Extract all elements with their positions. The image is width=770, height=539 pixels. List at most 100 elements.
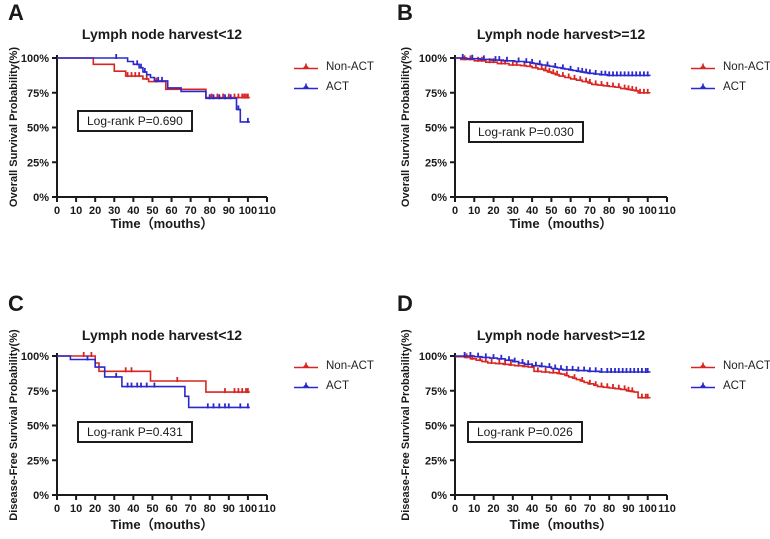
- nonact-line-marker-icon: [691, 63, 715, 70]
- svg-text:100: 100: [239, 503, 257, 515]
- svg-text:70: 70: [584, 503, 596, 515]
- svg-text:50%: 50%: [27, 421, 49, 433]
- svg-text:30: 30: [507, 205, 519, 217]
- legend-label: ACT: [326, 380, 349, 392]
- svg-text:90: 90: [223, 205, 235, 217]
- svg-text:60: 60: [165, 205, 177, 217]
- act-line-marker-icon: [294, 382, 318, 389]
- svg-text:40: 40: [127, 205, 139, 217]
- svg-text:60: 60: [165, 503, 177, 515]
- svg-text:40: 40: [127, 503, 139, 515]
- km-plot: 0% 25% 50% 75% 100% 0 10 20 30 40 50 60 70 80 90 100 110: [21, 53, 276, 217]
- logrank-annotation: Log-rank P=0.030: [468, 121, 584, 143]
- svg-text:70: 70: [185, 205, 197, 217]
- x-axis-label: Time（mouths）: [110, 216, 214, 231]
- act-line-marker-icon: [691, 83, 715, 90]
- svg-text:30: 30: [507, 503, 519, 515]
- legend-item-nonact: Non-ACT: [293, 359, 374, 373]
- svg-text:75%: 75%: [425, 386, 447, 398]
- svg-text:0%: 0%: [431, 490, 447, 502]
- legend-item-nonact: Non-ACT: [293, 60, 374, 74]
- svg-text:50: 50: [146, 503, 158, 515]
- svg-text:25%: 25%: [425, 157, 447, 169]
- svg-text:25%: 25%: [27, 157, 49, 169]
- chart-title: Lymph node harvest>=12: [476, 327, 646, 343]
- legend: Non-ACT ACT: [293, 359, 374, 393]
- x-axis-label: Time（mouths）: [110, 517, 214, 532]
- legend-label: ACT: [723, 81, 746, 93]
- legend: Non-ACT ACT: [690, 60, 770, 94]
- svg-text:90: 90: [223, 503, 235, 515]
- svg-text:110: 110: [258, 503, 276, 515]
- svg-text:110: 110: [258, 205, 276, 217]
- nonact-line-marker-icon: [294, 362, 318, 369]
- svg-text:80: 80: [204, 503, 216, 515]
- svg-text:30: 30: [108, 503, 120, 515]
- km-plot: 0% 25% 50% 75% 100% 0 10 20 30 40 50 60 70 80 90 100 110: [21, 351, 276, 515]
- legend-label: Non-ACT: [723, 360, 770, 372]
- svg-text:70: 70: [185, 503, 197, 515]
- svg-text:100%: 100%: [21, 53, 49, 65]
- svg-text:80: 80: [204, 205, 216, 217]
- legend-item-act: ACT: [293, 80, 374, 94]
- legend-label: Non-ACT: [326, 360, 374, 372]
- svg-text:0%: 0%: [33, 490, 49, 502]
- panel-letter: B: [397, 0, 413, 25]
- svg-text:100%: 100%: [21, 351, 49, 363]
- svg-text:20: 20: [89, 503, 101, 515]
- svg-text:60: 60: [565, 503, 577, 515]
- legend-item-act: ACT: [690, 379, 770, 393]
- panel-letter: C: [8, 291, 24, 316]
- svg-text:25%: 25%: [27, 455, 49, 467]
- act-line-marker-icon: [691, 382, 715, 389]
- legend: Non-ACT ACT: [293, 60, 374, 94]
- chart-title: Lymph node harvest<12: [81, 327, 243, 343]
- logrank-annotation: Log-rank P=0.690: [77, 110, 193, 132]
- svg-text:40: 40: [526, 503, 538, 515]
- svg-text:100%: 100%: [419, 53, 447, 65]
- km-plot: 0% 25% 50% 75% 100% 0 10 20 30 40 50 60 70 80 90 100 110: [419, 53, 676, 217]
- svg-text:70: 70: [584, 205, 596, 217]
- svg-text:20: 20: [487, 205, 499, 217]
- panel-c: C Lymph node harvest<12 Disease-Free Sur…: [0, 273, 385, 539]
- nonact-line-marker-icon: [691, 362, 715, 369]
- svg-text:30: 30: [108, 205, 120, 217]
- km-plot: 0% 25% 50% 75% 100% 0 10 20 30 40 50 60 70 80 90 100 110: [419, 351, 676, 515]
- nonact-line-marker-icon: [294, 63, 318, 70]
- svg-text:0%: 0%: [431, 192, 447, 204]
- act-line-marker-icon: [294, 83, 318, 90]
- x-axis-label: Time（mouths）: [509, 517, 613, 532]
- svg-text:75%: 75%: [425, 88, 447, 100]
- svg-text:75%: 75%: [27, 386, 49, 398]
- panel-letter: A: [8, 0, 24, 25]
- panel-a: A Lymph node harvest<12 Overall Survival…: [0, 0, 385, 266]
- svg-text:90: 90: [622, 503, 634, 515]
- legend-item-act: ACT: [293, 379, 374, 393]
- svg-text:20: 20: [89, 205, 101, 217]
- svg-text:50: 50: [545, 503, 557, 515]
- svg-text:25%: 25%: [425, 455, 447, 467]
- svg-text:50%: 50%: [27, 123, 49, 135]
- chart-title: Lymph node harvest>=12: [476, 26, 646, 42]
- legend-item-nonact: Non-ACT: [690, 60, 770, 74]
- svg-text:0: 0: [54, 205, 60, 217]
- legend-label: Non-ACT: [326, 61, 374, 73]
- legend-label: ACT: [326, 81, 349, 93]
- svg-text:0%: 0%: [33, 192, 49, 204]
- svg-text:20: 20: [487, 503, 499, 515]
- svg-text:110: 110: [658, 503, 676, 515]
- svg-text:100%: 100%: [419, 351, 447, 363]
- svg-text:50%: 50%: [425, 421, 447, 433]
- svg-text:75%: 75%: [27, 88, 49, 100]
- panel-b: B Lymph node harvest>=12 Overall Surviva…: [385, 0, 770, 266]
- svg-text:50: 50: [545, 205, 557, 217]
- legend-item-nonact: Non-ACT: [690, 359, 770, 373]
- svg-text:10: 10: [70, 205, 82, 217]
- svg-text:110: 110: [658, 205, 676, 217]
- svg-text:100: 100: [639, 205, 657, 217]
- svg-text:90: 90: [622, 205, 634, 217]
- legend-item-act: ACT: [690, 80, 770, 94]
- panel-d: D Lymph node harvest>=12 Disease-Free Su…: [385, 273, 770, 539]
- svg-text:100: 100: [639, 503, 657, 515]
- svg-text:50: 50: [146, 205, 158, 217]
